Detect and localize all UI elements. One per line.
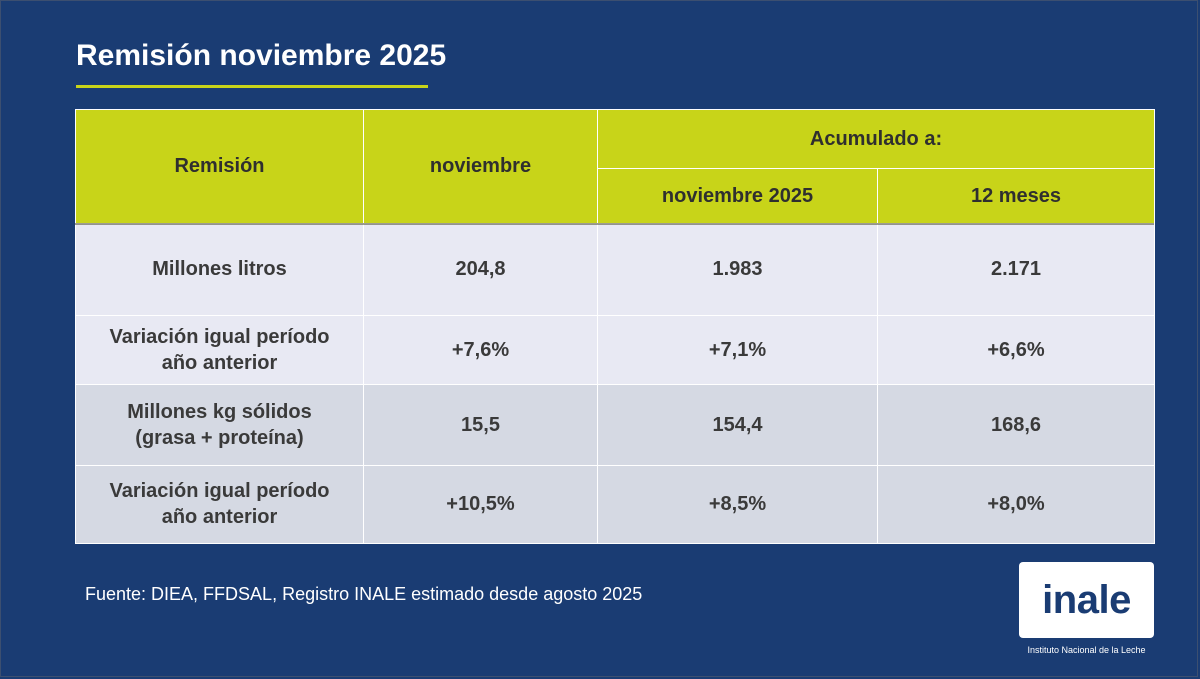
cell-noviembre: +10,5% [363, 464, 598, 545]
table-row: Variación igual período año anterior +10… [75, 464, 1155, 545]
logo-subtitle: Instituto Nacional de la Leche [1027, 645, 1146, 655]
cell-acum-noviembre-2025: 154,4 [597, 384, 878, 466]
row-label-line1: Millones kg sólidos [127, 400, 312, 423]
cell-acum-12-meses: 2.171 [877, 222, 1155, 316]
inale-logo: inale [1019, 562, 1154, 638]
cell-acum-12-meses: +6,6% [877, 314, 1155, 386]
row-label-line2: año anterior [161, 352, 278, 375]
table-subheader-row: noviembre 2025 12 meses [76, 168, 1155, 224]
cell-acum-noviembre-2025: +8,5% [597, 464, 878, 545]
cell-acum-noviembre-2025: +7,1% [597, 314, 878, 386]
cell-noviembre: +7,6% [363, 314, 598, 386]
row-label-line2: año anterior [161, 506, 278, 529]
table-header-row: Remisión noviembre Acumulado a: [75, 108, 1155, 224]
row-label-line1: Variación igual período [109, 326, 330, 349]
header-noviembre: noviembre [363, 109, 598, 224]
row-label: Millones litros [75, 222, 364, 316]
logo-text: inale [1042, 578, 1131, 622]
header-acumulado: Acumulado a: [597, 108, 1155, 170]
remision-table: Remisión noviembre Acumulado a: noviembr… [75, 108, 1155, 545]
row-label: Millones kg sólidos (grasa + proteína) [75, 384, 364, 466]
header-acum-noviembre-2025: noviembre 2025 [597, 168, 878, 224]
row-label: Variación igual período año anterior [75, 464, 364, 545]
table-row: Millones kg sólidos (grasa + proteína) 1… [75, 384, 1155, 466]
row-label-line2: (grasa + proteína) [135, 426, 304, 449]
row-label-line1: Variación igual período [109, 480, 330, 503]
header-divider [75, 223, 1154, 225]
cell-noviembre: 204,8 [363, 222, 598, 316]
page-title: Remisión noviembre 2025 [76, 39, 447, 72]
cell-acum-noviembre-2025: 1.983 [597, 222, 878, 316]
table-row: Millones litros 204,8 1.983 2.171 [75, 222, 1155, 316]
cell-acum-12-meses: +8,0% [877, 464, 1155, 545]
source-footnote: Fuente: DIEA, FFDSAL, Registro INALE est… [85, 584, 643, 604]
header-remision: Remisión [75, 109, 364, 224]
cell-acum-12-meses: 168,6 [877, 384, 1155, 466]
row-label: Variación igual período año anterior [75, 314, 364, 386]
header-acum-12-meses: 12 meses [877, 168, 1155, 224]
table-row: Variación igual período año anterior +7,… [75, 314, 1155, 386]
cell-noviembre: 15,5 [363, 384, 598, 466]
title-underline [76, 85, 428, 88]
